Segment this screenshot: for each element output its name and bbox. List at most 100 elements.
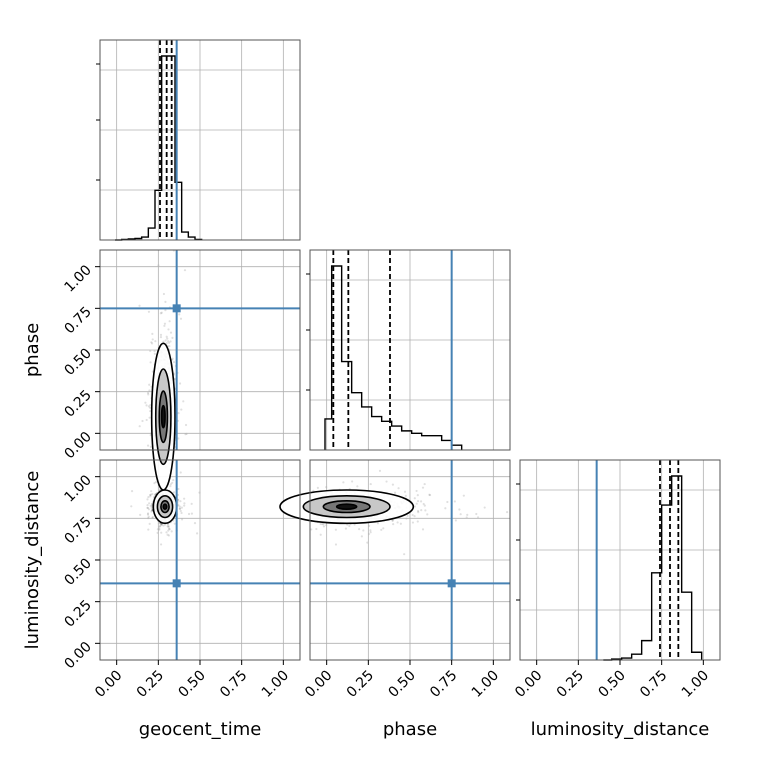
sample-point: [180, 511, 183, 515]
sample-point: [319, 522, 322, 526]
sample-point: [178, 505, 181, 508]
sample-point: [416, 520, 419, 523]
sample-point: [150, 342, 154, 345]
sample-point: [404, 494, 407, 498]
sample-point: [149, 403, 152, 407]
sample-point: [475, 512, 478, 516]
sample-point: [159, 312, 162, 315]
sample-point: [399, 522, 402, 525]
x-tick-label: 0.75: [637, 668, 670, 701]
sample-point: [147, 405, 150, 408]
sample-point: [369, 482, 372, 486]
sample-point: [411, 521, 415, 524]
sample-point: [150, 510, 153, 513]
sample-point: [147, 310, 151, 313]
sample-point: [319, 533, 322, 536]
sample-point: [179, 500, 182, 503]
sample-point: [413, 497, 416, 500]
sample-point: [420, 509, 423, 512]
sample-point: [397, 487, 400, 490]
sample-point: [146, 391, 150, 395]
sample-point: [180, 518, 184, 521]
sample-point: [145, 418, 148, 422]
sample-point: [423, 504, 426, 507]
sample-point: [150, 504, 153, 508]
sample-point: [162, 340, 165, 343]
sample-point: [149, 495, 152, 498]
sample-point: [444, 507, 447, 510]
sample-point: [177, 437, 180, 440]
sample-point: [167, 529, 170, 532]
sample-point: [165, 342, 168, 345]
sample-point: [385, 480, 388, 483]
sample-point: [322, 523, 325, 526]
x-tick-label: 0.00: [512, 668, 545, 701]
sample-point: [172, 478, 175, 482]
sample-point: [322, 525, 326, 528]
sample-point: [154, 480, 158, 484]
sample-point: [391, 519, 394, 522]
sample-point: [166, 337, 169, 340]
sample-point: [172, 491, 176, 494]
sample-point: [167, 341, 171, 344]
y-tick-label: 1.00: [61, 472, 94, 505]
density-contour: [162, 503, 168, 510]
sample-point: [348, 524, 351, 528]
sample-point: [138, 425, 141, 428]
sample-point: [376, 522, 380, 525]
sample-point: [138, 304, 141, 307]
sample-point: [316, 486, 319, 489]
y-tick-label: 0.50: [61, 346, 94, 379]
sample-point: [424, 509, 427, 512]
sample-point: [178, 507, 181, 510]
y-axis-label-luminosity_distance: luminosity_distance: [22, 471, 43, 650]
sample-point: [177, 503, 180, 507]
x-tick-label: 0.50: [595, 668, 628, 701]
sample-point: [177, 412, 180, 415]
sample-point: [183, 269, 187, 272]
sample-point: [392, 523, 395, 526]
sample-point: [149, 504, 152, 507]
sample-point: [146, 513, 150, 516]
sample-point: [164, 300, 167, 303]
sample-point: [167, 339, 170, 343]
sample-point: [428, 493, 431, 496]
y-tick-label: 0.25: [61, 387, 94, 420]
sample-point: [168, 345, 171, 348]
sample-point: [167, 524, 170, 528]
sample-point: [159, 333, 163, 336]
histogram-phase: [324, 265, 463, 450]
sample-point: [149, 493, 152, 496]
density-contour: [335, 503, 358, 510]
panel-frame: [309, 249, 511, 451]
x-tick-label: 0.75: [217, 668, 250, 701]
sample-point: [151, 332, 154, 335]
sample-point: [147, 393, 150, 396]
x-tick-label: 0.00: [302, 668, 335, 701]
sample-point: [169, 331, 173, 334]
sample-point: [150, 506, 153, 509]
sample-point: [160, 523, 163, 527]
sample-point: [162, 292, 166, 296]
sample-point: [167, 534, 170, 537]
x-tick-label: 1.00: [469, 668, 502, 701]
sample-point: [421, 486, 425, 489]
sample-point: [334, 528, 337, 531]
sample-point: [167, 526, 170, 529]
sample-point: [423, 482, 426, 486]
sample-point: [160, 531, 163, 534]
sample-point: [153, 350, 156, 353]
sample-point: [160, 523, 163, 526]
sample-point: [454, 519, 457, 522]
sample-point: [344, 527, 348, 530]
sample-point: [159, 336, 163, 339]
sample-point: [366, 541, 369, 544]
sample-point: [148, 383, 151, 386]
sample-point: [446, 500, 449, 504]
sample-point: [453, 500, 456, 503]
panel-frame: [99, 39, 301, 241]
sample-point: [164, 309, 167, 312]
sample-point: [149, 409, 152, 413]
sample-point: [147, 495, 150, 499]
sample-point: [153, 482, 156, 485]
